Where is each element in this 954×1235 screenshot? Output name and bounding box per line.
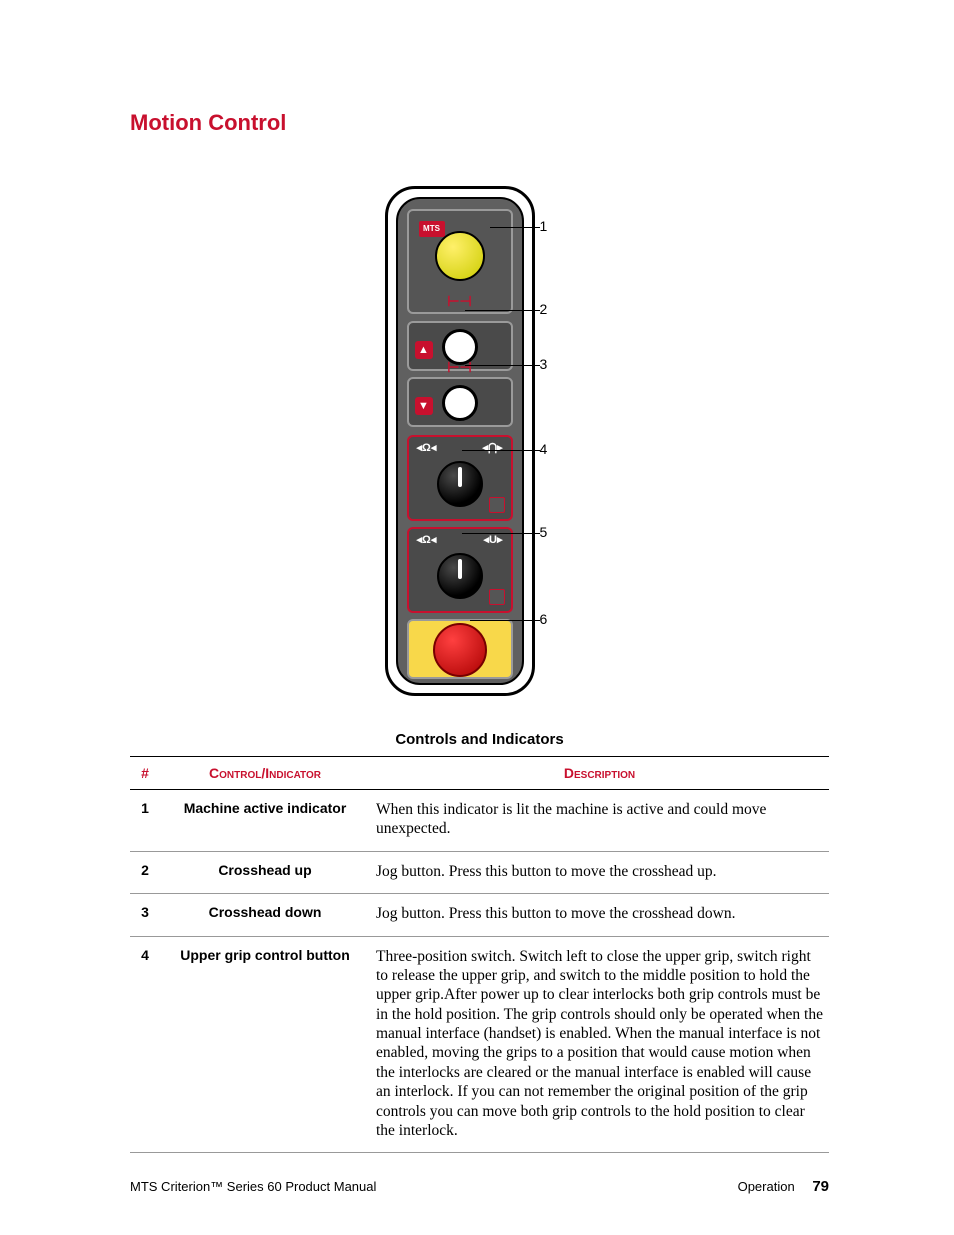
mts-badge-icon: MTS [419,221,445,237]
cell-num: 3 [130,894,160,936]
estop-zone [407,619,513,679]
cell-ctrl: Crosshead up [160,851,370,893]
cell-desc: Jog button. Press this button to move th… [370,894,829,936]
col-num: # [130,757,160,790]
crosshead-down-button[interactable] [442,385,478,421]
page-title: Motion Control [130,110,829,136]
table-body: 1 Machine active indicator When this ind… [130,790,829,1153]
callout-num: 2 [540,301,548,317]
upper-grip-zone: ◂Ω◂ ◂⋂▸ [407,435,513,521]
hold-icon [489,589,505,605]
footer-right: Operation 79 [738,1178,829,1195]
callout-3: 3 [540,356,548,372]
upper-grip-switch[interactable] [437,461,483,507]
cell-desc: Jog button. Press this button to move th… [370,851,829,893]
cell-desc: When this indicator is lit the machine i… [370,790,829,852]
arrow-up-icon: ▲ [415,341,433,359]
table-row: 2 Crosshead up Jog button. Press this bu… [130,851,829,893]
cell-num: 2 [130,851,160,893]
arrow-down-icon: ▼ [415,397,433,415]
lower-grip-zone: ◂Ω◂ ◂U▸ [407,527,513,613]
callout-num: 5 [540,524,548,540]
callout-num: 1 [540,218,548,234]
cell-ctrl: Machine active indicator [160,790,370,852]
callout-num: 4 [540,441,548,457]
table-row: 3 Crosshead down Jog button. Press this … [130,894,829,936]
page-footer: MTS Criterion™ Series 60 Product Manual … [130,1178,829,1195]
callout-6: 6 [540,611,548,627]
cell-num: 4 [130,936,160,1153]
machine-active-led-icon [435,231,485,281]
emergency-stop-button[interactable] [433,623,487,677]
page-number: 79 [812,1178,829,1195]
table-row: 4 Upper grip control button Three-positi… [130,936,829,1153]
grip-close-icon: ◂Ω◂ [417,441,437,454]
lower-grip-switch[interactable] [437,553,483,599]
grip-open-icon: ◂⋂▸ [482,441,502,454]
hold-icon [489,497,505,513]
controls-table: # Control/Indicator Description 1 Machin… [130,756,829,1153]
indicator-zone: MTS ⊢⊣ [407,209,513,314]
handset-body: MTS ⊢⊣ ▲ ⊢⊣ ▼ ◂Ω◂ ◂⋂▸ [396,197,524,685]
table-row: 1 Machine active indicator When this ind… [130,790,829,852]
cell-ctrl: Upper grip control button [160,936,370,1153]
cell-ctrl: Crosshead down [160,894,370,936]
grip-open-icon: ◂U▸ [484,533,503,546]
figure-wrap: MTS ⊢⊣ ▲ ⊢⊣ ▼ ◂Ω◂ ◂⋂▸ [130,186,829,696]
crosshead-glyph-icon: ⊢⊣ [447,293,471,310]
crosshead-glyph-icon: ⊢⊣ [447,359,471,376]
col-ctrl: Control/Indicator [160,757,370,790]
callout-4: 4 [540,441,548,457]
callout-5: 5 [540,524,548,540]
grip-close-icon: ◂Ω◂ [417,533,437,546]
callout-2: 2 [540,301,548,317]
callout-1: 1 [540,218,548,234]
cell-desc: Three-position switch. Switch left to cl… [370,936,829,1153]
cell-num: 1 [130,790,160,852]
crosshead-down-zone: ▼ [407,377,513,427]
table-caption: Controls and Indicators [130,731,829,748]
callout-num: 6 [540,611,548,627]
callout-num: 3 [540,356,548,372]
col-desc: Description [370,757,829,790]
footer-left: MTS Criterion™ Series 60 Product Manual [130,1179,376,1194]
handset-figure: MTS ⊢⊣ ▲ ⊢⊣ ▼ ◂Ω◂ ◂⋂▸ [385,186,575,696]
